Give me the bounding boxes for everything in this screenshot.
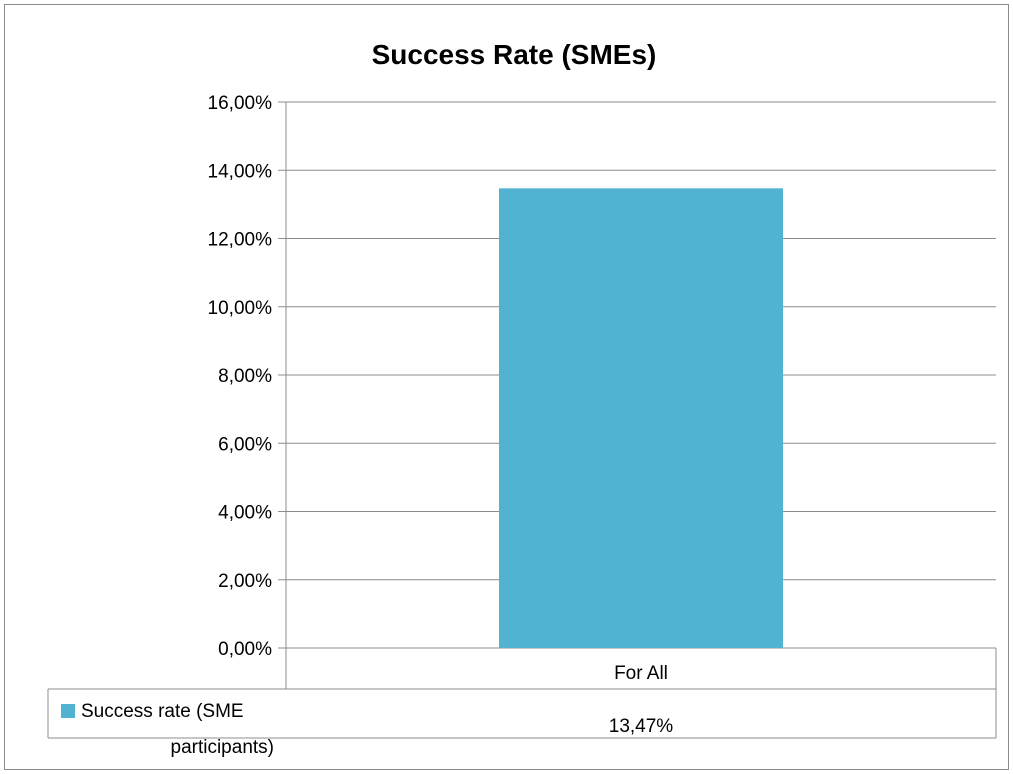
- y-tick-label: 6,00%: [218, 434, 272, 455]
- y-tick-label: 16,00%: [208, 93, 273, 114]
- y-tick-label: 12,00%: [208, 230, 273, 251]
- legend-key: [61, 704, 75, 718]
- bars: [499, 188, 783, 648]
- bar-chart: Success Rate (SMEs) 0,00% 2,00% 4,00% 6,00%…: [4, 4, 1009, 770]
- legend-label-line-1: Success rate (SME: [81, 701, 244, 722]
- y-tick-label: 10,00%: [208, 298, 273, 319]
- y-axis-tick-labels: 0,00% 2,00% 4,00% 6,00% 8,00% 10,00% 12,00% 14,…: [208, 93, 273, 660]
- y-tick-label: 2,00%: [218, 571, 272, 592]
- y-tick-label: 4,00%: [218, 503, 272, 524]
- x-category-label: For All: [614, 663, 668, 684]
- legend-label-line-2: participants): [171, 737, 275, 758]
- chart-title: Success Rate (SMEs): [372, 39, 657, 70]
- y-tick-label: 8,00%: [218, 366, 272, 387]
- y-tick-label: 14,00%: [208, 161, 273, 182]
- chart-area: Success Rate (SMEs) 0,00% 2,00% 4,00% 6,00%…: [4, 4, 1009, 770]
- data-table-value: 13,47%: [609, 716, 674, 737]
- y-tick-label: 0,00%: [218, 639, 272, 660]
- data-table: For All Success rate (SME participants) 13,…: [47, 648, 997, 758]
- gridlines: [278, 101, 996, 689]
- bar: [499, 188, 783, 648]
